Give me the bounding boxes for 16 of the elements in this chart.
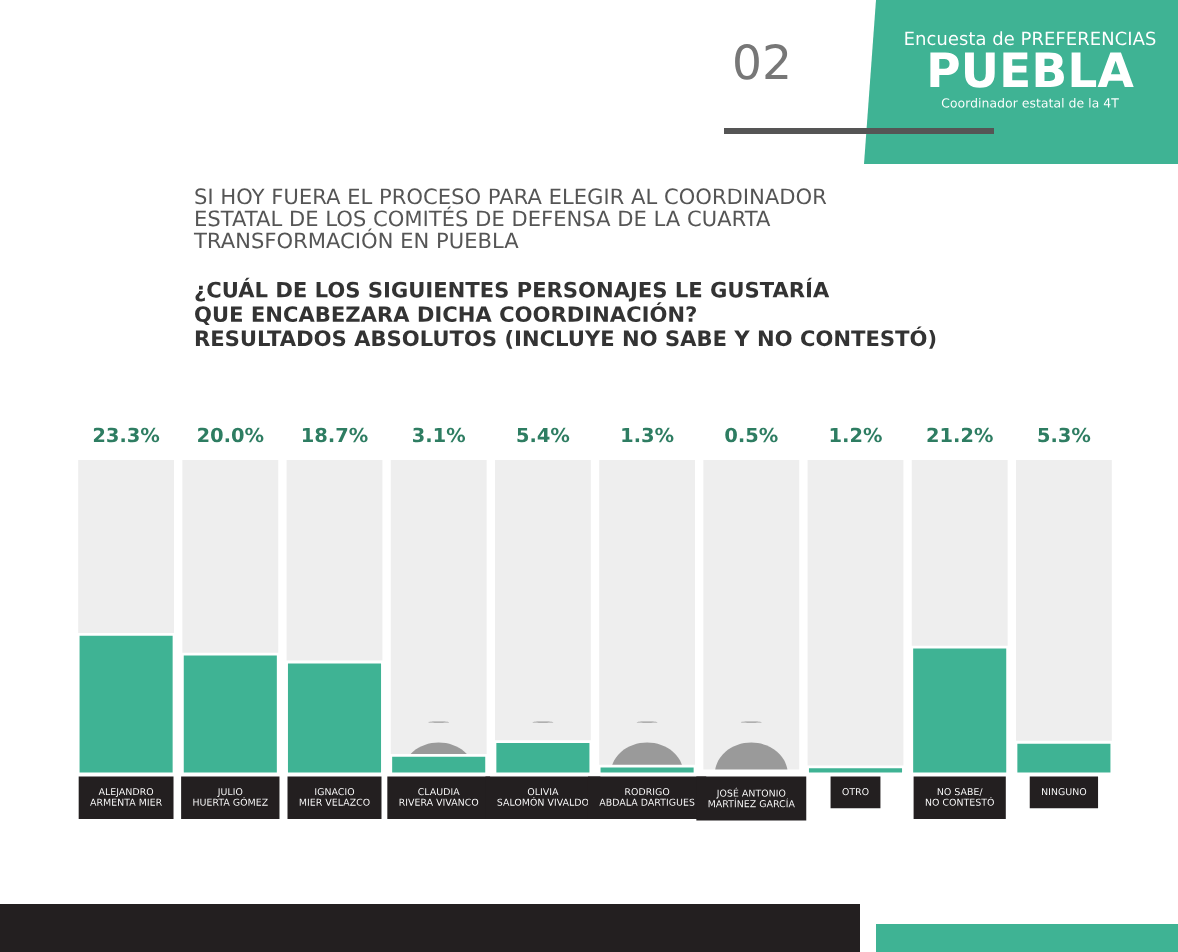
data-label: 21.2%	[927, 427, 993, 443]
data-label: 5.3%	[1038, 427, 1091, 443]
text: 02	[735, 43, 788, 80]
bar	[806, 765, 905, 774]
data-label: 5.4%	[517, 427, 570, 443]
data-label: 23.3%	[93, 427, 160, 443]
data-label: 0.5%	[725, 427, 778, 443]
data-label: 3.1%	[413, 427, 466, 443]
text: PUEBLA	[930, 52, 1134, 88]
text: Encuesta de PREFERENCIAS	[905, 31, 1156, 46]
data-label: 1.2%	[830, 427, 882, 443]
data-label: 1.3%	[622, 427, 674, 443]
data-label: 20.0%	[198, 427, 264, 443]
chart-subtitle: ¿CUÁL DE LOS SIGUIENTES PERSONAJES LE GUSTARÍA QUE ENCABEZARA DICHA COORDINACIÓN? RESULTADOS ABSOLUTOS (INCLUYE NO SABE Y NO CONTESTÓ)	[195, 277, 936, 349]
data-label: 18.7%	[302, 427, 368, 443]
chart-title: SI HOY FUERA EL PROCESO PARA ELEGIR AL COORDINADOR ESTATAL DE LOS COMITÉS DE DEFENSA DE LA CUARTA TRANSFORMACIÓN EN PUEBLA	[193, 188, 827, 249]
